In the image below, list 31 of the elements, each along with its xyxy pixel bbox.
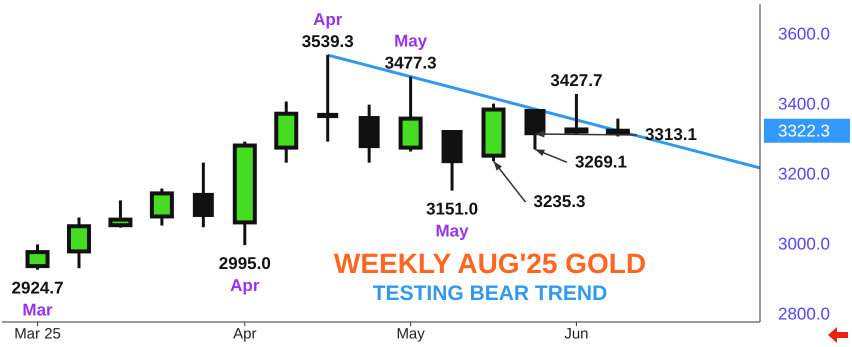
annotation: Mar xyxy=(22,300,54,320)
annotation: 3313.1 xyxy=(644,124,697,144)
y-tick-label: 3000.0 xyxy=(778,234,830,254)
annotation: 3427.7 xyxy=(550,70,602,90)
annotation: 2924.7 xyxy=(12,278,64,298)
annotation: 3235.3 xyxy=(534,192,586,212)
y-tick-label: 3400.0 xyxy=(778,94,830,114)
x-tick-label: Mar 25 xyxy=(14,326,61,343)
x-tick-label: Apr xyxy=(233,326,256,343)
annotation: 3151.0 xyxy=(426,200,478,219)
annotation: 3539.3 xyxy=(302,32,354,51)
annotation: Apr xyxy=(230,276,260,296)
annotation: May xyxy=(436,222,470,241)
text: TESTING BEAR TREND xyxy=(372,281,608,307)
y-tick-label: 3200.0 xyxy=(778,164,830,184)
annotation: 3477.3 xyxy=(384,54,437,73)
candlestick xyxy=(606,118,630,136)
annotation: 2995.0 xyxy=(218,254,271,274)
annotation: May xyxy=(394,32,428,51)
y-tick-label: 3600.0 xyxy=(778,24,830,44)
annotation: Apr xyxy=(313,10,343,29)
candlestick xyxy=(564,94,588,135)
y-tick-label: 2800.0 xyxy=(778,304,830,324)
text: WEEKLY AUG'25 GOLD xyxy=(334,248,646,279)
y-tick-label: 3322.3 xyxy=(778,122,830,141)
candlestick xyxy=(150,188,174,226)
x-tick-label: May xyxy=(396,326,426,343)
candlestick xyxy=(26,244,50,270)
candlestick xyxy=(108,200,132,228)
annotation: 3269.1 xyxy=(574,152,627,172)
x-tick-label: Jun xyxy=(564,326,589,343)
